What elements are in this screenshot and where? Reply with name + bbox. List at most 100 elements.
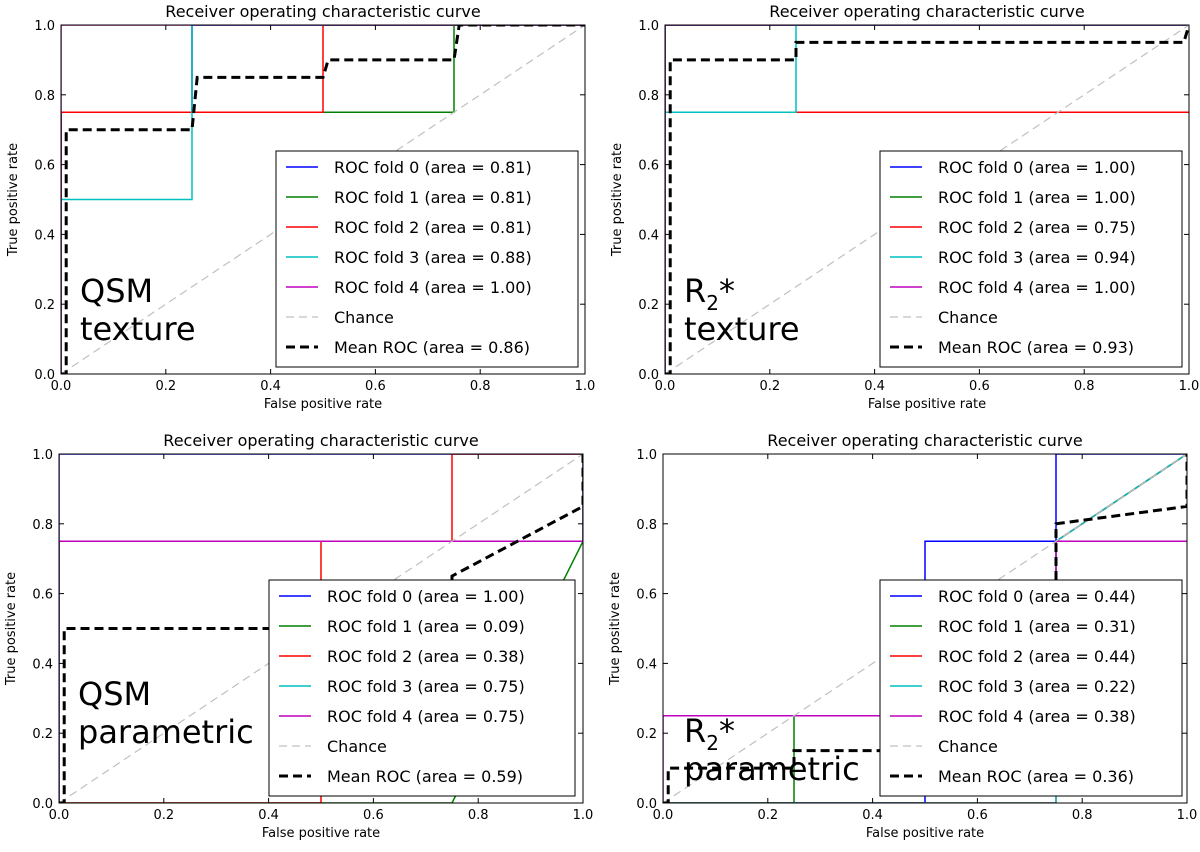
legend-label-2: ROC fold 2 (area = 0.38) (327, 647, 525, 666)
legend-label-4: ROC fold 4 (area = 0.75) (327, 707, 525, 726)
legend-label-3: ROC fold 3 (area = 0.22) (938, 677, 1136, 696)
legend-label-2: ROC fold 2 (area = 0.75) (938, 218, 1136, 237)
annotation-symbol: R (684, 272, 706, 310)
x-axis-label: False positive rate (264, 397, 382, 412)
y-axis-label: True positive rate (610, 143, 625, 257)
series-line-0 (663, 454, 1187, 803)
x-tick-label: 1.0 (575, 379, 596, 394)
legend-label-4: ROC fold 4 (area = 1.00) (938, 278, 1136, 297)
x-tick-label: 0.4 (864, 379, 885, 394)
x-tick-label: 0.0 (655, 379, 676, 394)
legend-box (268, 579, 576, 797)
y-tick-label: 0.6 (32, 588, 53, 603)
y-tick-label: 0.4 (34, 228, 55, 243)
legend-label-0: ROC fold 0 (area = 0.44) (938, 587, 1136, 606)
series-group (61, 25, 585, 374)
roc-panel-3: 0.00.0 0.2 0.2 0.4 0.4 0.6 0.6 0.8 0.8 1.0 1.0 Rece… (608, 431, 1197, 841)
legend-label-1: ROC fold 1 (area = 0.81) (334, 188, 532, 207)
legend: ROC fold 0 (area = 1.00) ROC fold 1 (area… (879, 150, 1183, 368)
x-tick-label: 1.0 (573, 808, 594, 823)
y-tick-label: 1.0 (638, 19, 659, 34)
annotation-line-2: parametric (684, 750, 860, 788)
roc-panel-2: 0.00.0 0.2 0.2 0.4 0.4 0.6 0.6 0.8 0.8 1.0 1.0 Rece… (4, 431, 593, 841)
y-tick-label: 1.0 (636, 448, 657, 463)
series-line-2 (61, 25, 585, 374)
legend-label-6: Mean ROC (area = 0.36) (938, 767, 1134, 786)
legend-label-1: ROC fold 1 (area = 1.00) (938, 188, 1136, 207)
x-tick-label: 0.0 (653, 808, 674, 823)
legend-label-5: Chance (327, 737, 387, 756)
axes-frame (60, 24, 586, 375)
y-tick-label: 1.0 (32, 448, 53, 463)
annotation-subscript: 2 (706, 291, 719, 315)
roc-panel-0: 0.00.0 0.2 0.2 0.4 0.4 0.6 0.6 0.8 0.8 1.0 1.0 Rece… (6, 2, 595, 412)
y-axis-label: True positive rate (4, 572, 19, 686)
y-tick-label: 0.8 (32, 518, 53, 533)
y-axis-label: True positive rate (6, 143, 21, 257)
x-tick-label: 0.4 (862, 808, 883, 823)
x-tick-label: 1.0 (1177, 808, 1198, 823)
annotation-star: * (719, 272, 735, 310)
axes-frame (58, 453, 584, 804)
legend-label-6: Mean ROC (area = 0.59) (327, 767, 523, 786)
x-axis-label: False positive rate (866, 826, 984, 841)
x-tick-label: 0.4 (258, 808, 279, 823)
annotation-line-2: parametric (78, 713, 254, 751)
chart-title: Receiver operating characteristic curve (163, 431, 478, 450)
legend-box (275, 150, 579, 368)
x-axis-label: False positive rate (262, 826, 380, 841)
legend-label-3: ROC fold 3 (area = 0.94) (938, 248, 1136, 267)
y-tick-label: 0.2 (636, 727, 657, 742)
x-tick-label: 0.2 (759, 379, 780, 394)
legend: ROC fold 0 (area = 0.44) ROC fold 1 (area… (879, 579, 1183, 797)
annotation-line-2: texture (684, 310, 800, 348)
x-tick-label: 0.6 (967, 808, 988, 823)
y-tick-label: 0.8 (636, 518, 657, 533)
x-tick-label: 0.8 (1072, 808, 1093, 823)
x-tick-label: 1.0 (1179, 379, 1200, 394)
legend-label-0: ROC fold 0 (area = 1.00) (327, 587, 525, 606)
annotation-line-1: R2* (684, 272, 735, 315)
annotation-star: * (719, 712, 735, 750)
x-tick-label: 0.2 (155, 379, 176, 394)
x-tick-label: 0.6 (365, 379, 386, 394)
y-tick-label: 0.2 (638, 298, 659, 313)
legend-label-2: ROC fold 2 (area = 0.44) (938, 647, 1136, 666)
chart-title: Receiver operating characteristic curve (769, 2, 1084, 21)
x-tick-label: 0.8 (468, 808, 489, 823)
x-tick-label: 0.0 (51, 379, 72, 394)
chart-title: Receiver operating characteristic curve (165, 2, 480, 21)
y-tick-label: 0.4 (638, 228, 659, 243)
axes-frame (664, 24, 1190, 375)
y-tick-label: 0.0 (32, 797, 53, 812)
legend-label-0: ROC fold 0 (area = 0.81) (334, 158, 532, 177)
legend-box (879, 579, 1183, 797)
y-tick-label: 0.0 (636, 797, 657, 812)
legend-label-3: ROC fold 3 (area = 0.88) (334, 248, 532, 267)
legend-label-1: ROC fold 1 (area = 0.31) (938, 617, 1136, 636)
legend: ROC fold 0 (area = 0.81) ROC fold 1 (area… (275, 150, 579, 368)
legend: ROC fold 0 (area = 1.00) ROC fold 1 (area… (268, 579, 576, 797)
x-tick-label: 0.4 (260, 379, 281, 394)
x-axis-label: False positive rate (868, 397, 986, 412)
y-tick-label: 0.2 (32, 727, 53, 742)
series-line-4 (59, 454, 583, 803)
legend-label-6: Mean ROC (area = 0.86) (334, 338, 530, 357)
series-line-2 (665, 111, 1189, 374)
y-axis-label: True positive rate (608, 572, 623, 686)
annotation-line-1: QSM (80, 272, 153, 310)
legend-label-4: ROC fold 4 (area = 0.38) (938, 707, 1136, 726)
legend-label-5: Chance (334, 308, 394, 327)
x-tick-label: 0.6 (363, 808, 384, 823)
annotation-line-2: texture (80, 310, 196, 348)
axes-frame (662, 453, 1188, 804)
legend-label-6: Mean ROC (area = 0.93) (938, 338, 1134, 357)
legend-label-1: ROC fold 1 (area = 0.09) (327, 617, 525, 636)
y-tick-label: 0.0 (638, 368, 659, 383)
y-tick-label: 0.6 (636, 588, 657, 603)
annotation-line-1: QSM (78, 675, 151, 713)
annotation-symbol: R (684, 712, 706, 750)
y-tick-label: 1.0 (34, 19, 55, 34)
x-tick-label: 0.2 (757, 808, 778, 823)
